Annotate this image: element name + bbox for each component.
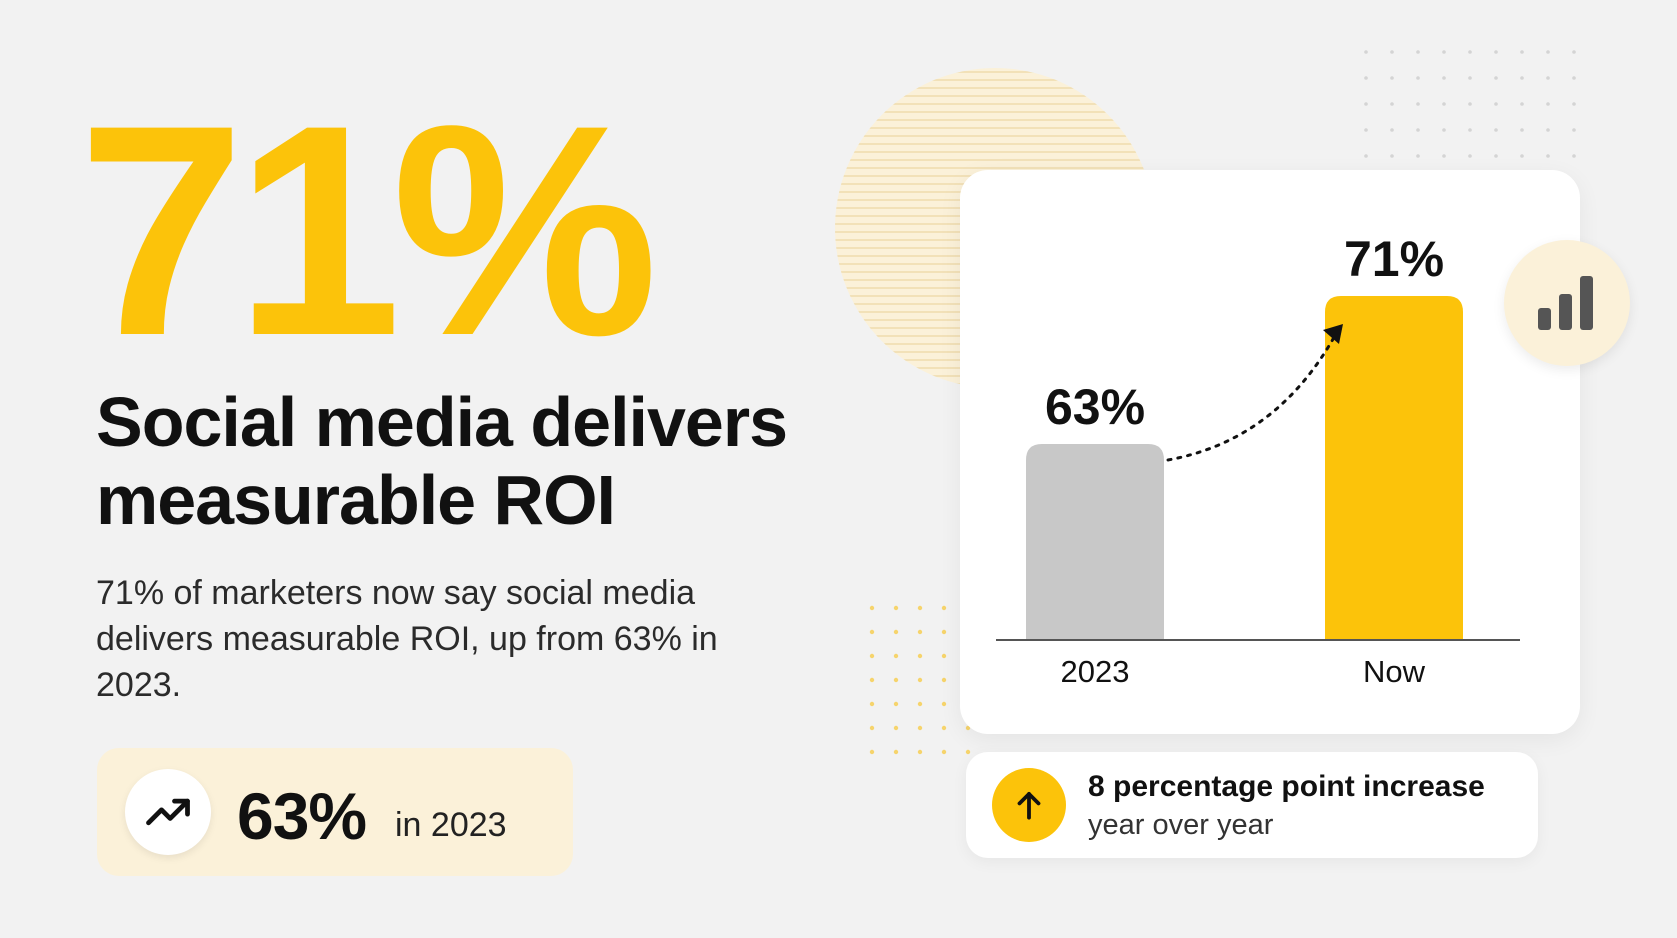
pill-value: 63% (237, 779, 367, 853)
dot-grid-top-right (1364, 50, 1576, 158)
trending-up-icon (125, 769, 211, 855)
stat-pill: 63% in 2023 (97, 748, 573, 876)
category-label: 2023 (1060, 654, 1130, 689)
increase-note: 8 percentage point increase year over ye… (966, 752, 1538, 858)
note-title: 8 percentage point increase (1088, 770, 1485, 803)
arrow-head (1323, 324, 1343, 344)
bar-value-label: 63% (1044, 379, 1146, 435)
bar-chart (996, 296, 1520, 641)
bar-2023 (1026, 444, 1164, 640)
chart-card: 63% 2023 71% Now (960, 170, 1580, 734)
category-label: Now (1362, 654, 1425, 689)
note-subtitle: year over year (1088, 809, 1274, 841)
dotted-growth-arrow (1166, 330, 1339, 462)
body-text: 71% of marketers now say social media de… (96, 574, 718, 704)
bar-chart-icon (1504, 240, 1630, 366)
pill-caption: in 2023 (395, 806, 507, 844)
headline: Social media delivers measurable ROI (96, 383, 788, 539)
hero-big-stat: 71% (78, 62, 658, 398)
bar-value-label: 71% (1343, 231, 1445, 287)
arrow-up-icon (992, 768, 1066, 842)
bar-now (1325, 296, 1463, 640)
